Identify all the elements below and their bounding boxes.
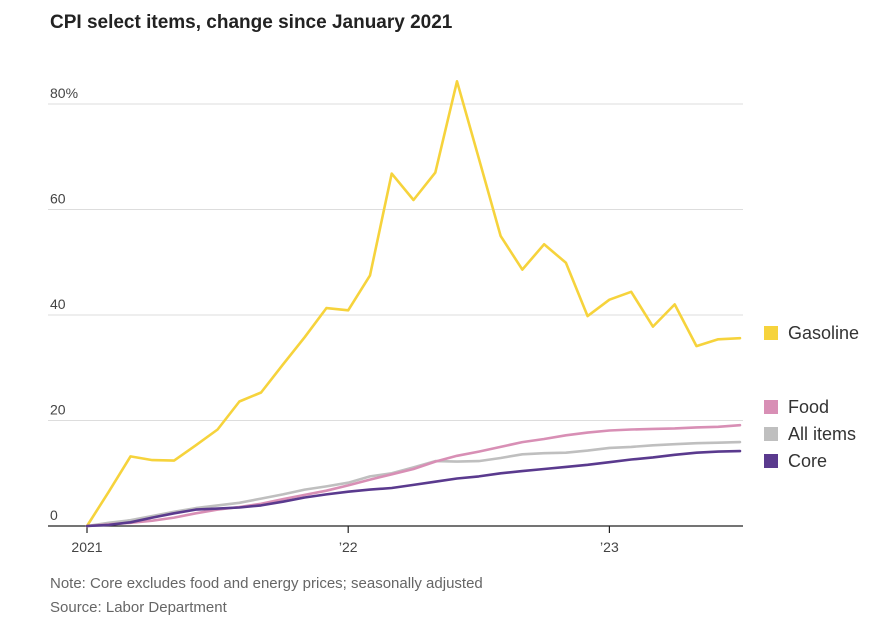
y-tick-label: 40 [50, 296, 66, 312]
chart-note: Note: Core excludes food and energy pric… [50, 575, 483, 592]
legend-swatch-all-items [764, 427, 778, 441]
series-line-all-items [85, 440, 742, 528]
x-axis-ticks: 2021 ’22 ’23 [71, 526, 619, 555]
line-chart: 0 20 40 60 80% 2021 ’22 ’23 Gasoline Food All it… [48, 80, 859, 555]
series-line-food [85, 423, 742, 528]
legend-swatch-food [764, 400, 778, 414]
series-lines [85, 80, 742, 528]
chart-source: Source: Labor Department [50, 599, 227, 616]
y-tick-label: 80% [50, 85, 78, 101]
gridlines [48, 103, 743, 421]
y-tick-label: 20 [50, 402, 66, 418]
x-tick-label: ’22 [339, 539, 358, 555]
legend-label-all-items: All items [788, 424, 856, 444]
legend-label-food: Food [788, 397, 829, 417]
legend-swatch-core [764, 454, 778, 468]
legend-label-gasoline: Gasoline [788, 323, 859, 343]
x-tick-label: ’23 [600, 539, 619, 555]
legend: Gasoline Food All items Core [764, 323, 859, 471]
legend-label-core: Core [788, 451, 827, 471]
y-tick-label: 0 [50, 507, 58, 523]
series-line-gasoline [85, 80, 742, 528]
x-tick-label: 2021 [71, 539, 102, 555]
y-tick-label: 60 [50, 191, 66, 207]
chart-title: CPI select items, change since January 2… [50, 12, 453, 33]
y-axis-ticks: 0 20 40 60 80% [50, 85, 78, 523]
series-line-core [85, 449, 742, 528]
legend-swatch-gasoline [764, 326, 778, 340]
